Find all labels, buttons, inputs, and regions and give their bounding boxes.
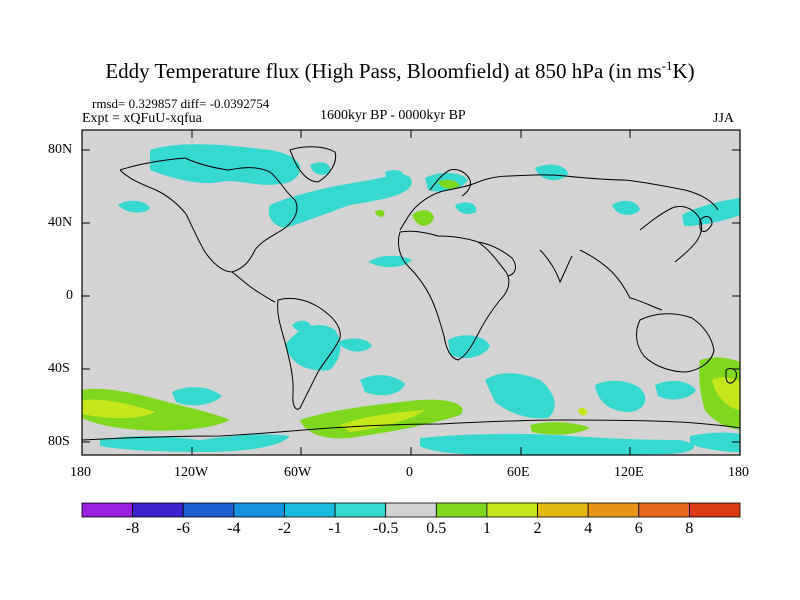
colorbar-label-8: 2 bbox=[533, 520, 542, 537]
colorbar-label-11: 8 bbox=[685, 520, 694, 537]
colorbar-box-12 bbox=[688, 502, 741, 518]
coastline-east-asia bbox=[639, 205, 703, 263]
colorbar-label-1: -6 bbox=[176, 520, 190, 537]
coastline-central-america bbox=[231, 271, 276, 303]
colorbar-box-4 bbox=[284, 502, 336, 518]
coastline-scandinavia bbox=[429, 169, 471, 197]
figure-title: Eddy Temperature flux (High Pass, Bloomf… bbox=[0, 58, 800, 84]
coastline-europe bbox=[399, 174, 719, 231]
colorbar-box-10 bbox=[587, 502, 640, 518]
colorbar-label-0: -8 bbox=[125, 520, 140, 537]
colorbar-box-3 bbox=[233, 502, 285, 518]
coastline-north-america bbox=[119, 157, 298, 273]
anomaly-positive-east-atlantic bbox=[375, 209, 385, 217]
colorbar-label-2: -4 bbox=[227, 520, 241, 537]
anomaly-negative-antarctic-west bbox=[100, 434, 290, 452]
anomaly-negative-asia-west bbox=[612, 200, 640, 215]
colorbar-box-2 bbox=[182, 502, 235, 518]
colorbar-label-7: 1 bbox=[482, 520, 491, 537]
colorbar bbox=[81, 502, 741, 518]
anomaly-negative-antarctic-far-east bbox=[690, 432, 740, 452]
title-unit-end: K) bbox=[672, 59, 695, 83]
colorbar-box-11 bbox=[638, 502, 690, 518]
anomaly-negative-greenland bbox=[150, 144, 301, 185]
colorbar-box-0 bbox=[81, 502, 134, 518]
anomaly-negative-siberia bbox=[535, 164, 568, 181]
lon-tick-0: 0 bbox=[406, 465, 413, 480]
coastlines bbox=[82, 146, 740, 441]
coastline-africa bbox=[397, 230, 510, 361]
coastline-south-america bbox=[277, 297, 341, 410]
colorbar-label-9: 4 bbox=[584, 520, 593, 537]
lat-tick-0: 0 bbox=[66, 288, 73, 303]
anomaly-positive-indian-small bbox=[578, 407, 588, 416]
title-unit-exponent: -1 bbox=[661, 58, 673, 73]
title-main: Eddy Temperature flux (High Pass, Bloomf… bbox=[105, 59, 662, 83]
axis-ticks bbox=[82, 130, 740, 455]
anomaly-negative-pacific-south bbox=[172, 387, 222, 406]
anomaly-positive-southern-ocean-west-core bbox=[82, 399, 155, 419]
anomaly-positive-indian-ocean bbox=[530, 422, 590, 435]
coastline-india bbox=[539, 249, 573, 284]
period-label: 1600kyr BP - 0000kyr BP bbox=[320, 108, 466, 123]
anomaly-negative-atlantic-south bbox=[360, 375, 405, 396]
coastline-japan bbox=[699, 216, 713, 232]
lat-tick-40s: 40S bbox=[48, 361, 70, 376]
anomaly-negative-pacific-nw bbox=[118, 200, 150, 213]
lon-tick-180-east: 180 bbox=[728, 465, 749, 480]
anomaly-positive-scandinavia bbox=[438, 179, 460, 189]
anomaly-negative-indian-ocean bbox=[485, 373, 555, 419]
anomaly-positive-southern-ocean-west bbox=[82, 388, 230, 431]
anomaly-negative-south-atlantic bbox=[338, 338, 372, 352]
coastline-arabia bbox=[477, 241, 516, 277]
lon-tick-120e: 120E bbox=[614, 465, 644, 480]
anomaly-negative-atlantic-small bbox=[385, 170, 405, 182]
coastline-new-zealand bbox=[725, 367, 737, 384]
season-label: JJA bbox=[713, 111, 735, 126]
colorbar-label-10: 6 bbox=[634, 520, 643, 537]
rmsd-diff-label: rmsd= 0.329857 diff= -0.0392754 bbox=[92, 96, 270, 111]
colorbar-label-4: -1 bbox=[328, 520, 342, 537]
anomaly-negative-canada bbox=[310, 162, 331, 175]
colorbar-box-5 bbox=[334, 502, 387, 518]
lon-tick-120w: 120W bbox=[174, 465, 209, 480]
anomaly-negative-north-africa bbox=[368, 255, 412, 268]
colorbar-box-8 bbox=[486, 502, 538, 518]
colorbar-label-6: 0.5 bbox=[426, 520, 447, 537]
anomaly-negative-mediterranean bbox=[455, 202, 477, 214]
lon-tick-60e: 60E bbox=[507, 465, 530, 480]
coastline-greenland bbox=[289, 146, 337, 183]
lat-tick-80s: 80S bbox=[48, 434, 70, 449]
colorbar-label-5: -0.5 bbox=[373, 520, 399, 537]
anomaly-negative-antarctic-east bbox=[420, 433, 694, 455]
colorbar-box-6 bbox=[385, 502, 437, 518]
colorbar-box-9 bbox=[537, 502, 589, 518]
lon-tick-60w: 60W bbox=[284, 465, 312, 480]
coastline-southeast-asia bbox=[579, 249, 663, 311]
lat-tick-40n: 40N bbox=[48, 215, 73, 230]
anomaly-negative-south-africa bbox=[448, 335, 490, 359]
anomaly-negative-south-pacific bbox=[292, 320, 312, 332]
anomaly-negative-indian-ocean-east bbox=[595, 380, 646, 412]
coastline-antarctica bbox=[82, 419, 740, 441]
colorbar-label-3: -2 bbox=[277, 520, 292, 537]
anomaly-negative-north-atlantic bbox=[268, 174, 412, 228]
anomaly-positive-europe bbox=[412, 210, 434, 226]
colorbar-box-7 bbox=[435, 502, 488, 518]
colorbar-box-1 bbox=[132, 502, 184, 518]
anomaly-negative-australia-south bbox=[655, 380, 696, 400]
experiment-label: Expt = xQFuU-xqfua bbox=[82, 111, 202, 126]
anomaly-positive-southern-ocean-east-core bbox=[712, 377, 740, 410]
anomaly-negative-asia-east bbox=[682, 198, 740, 226]
lon-tick-180-west: 180 bbox=[70, 465, 91, 480]
lat-tick-80n: 80N bbox=[48, 142, 73, 157]
coastline-australia bbox=[636, 313, 715, 373]
